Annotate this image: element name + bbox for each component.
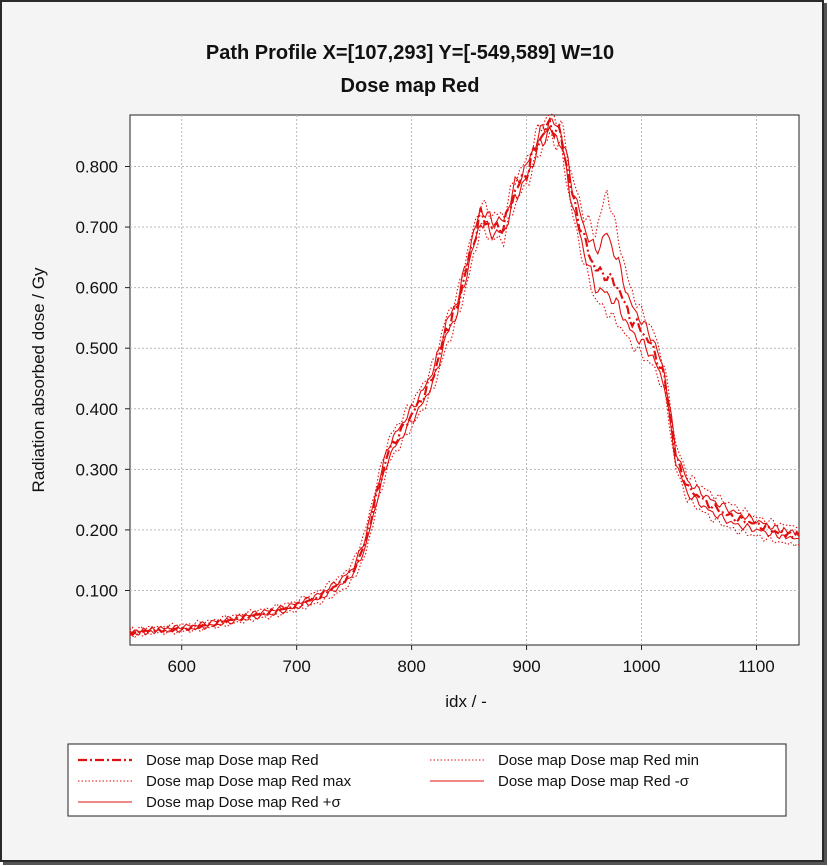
- y-tick-label: 0.800: [75, 157, 118, 176]
- series-group: [129, 113, 800, 639]
- x-ticks: 600 700 800 900 1000 1100: [168, 645, 775, 676]
- x-tick-label: 1100: [738, 657, 775, 676]
- x-tick-label: 600: [168, 657, 196, 676]
- y-ticks: 0.100 0.200 0.300 0.400 0.500 0.600 0.700 0.800: [75, 157, 130, 600]
- legend-entry: Dose map Dose map Red: [146, 752, 319, 769]
- y-tick-label: 0.700: [75, 218, 118, 237]
- x-tick-label: 1000: [623, 657, 661, 676]
- y-tick-label: 0.200: [75, 521, 118, 540]
- chart-subtitle: Dose map Red: [341, 75, 480, 97]
- plot-area: [129, 114, 800, 646]
- legend-entry: Dose map Dose map Red max: [146, 773, 352, 790]
- legend-entry: Dose map Dose map Red +σ: [146, 794, 342, 811]
- grid: [130, 115, 799, 645]
- y-tick-label: 0.300: [75, 460, 118, 479]
- series-line: [129, 131, 800, 639]
- y-tick-label: 0.600: [75, 279, 118, 298]
- x-tick-label: 800: [397, 657, 425, 676]
- series-line: [129, 125, 800, 637]
- x-tick-label: 700: [282, 657, 310, 676]
- y-axis-label: Radiation absorbed dose / Gy: [29, 267, 48, 492]
- y-tick-label: 0.100: [75, 581, 118, 600]
- series-line: [129, 118, 800, 634]
- legend-entry: Dose map Dose map Red -σ: [498, 773, 690, 790]
- chart-title: Path Profile X=[107,293] Y=[-549,589] W=…: [206, 42, 614, 64]
- legend-box: [67, 743, 787, 817]
- y-tick-label: 0.500: [75, 339, 118, 358]
- y-tick-label: 0.400: [75, 400, 118, 419]
- x-tick-label: 900: [512, 657, 540, 676]
- legend-entry: Dose map Dose map Red min: [498, 752, 699, 769]
- legend: Dose map Dose map Red Dose map Dose map R…: [78, 752, 699, 811]
- x-axis-label: idx / -: [445, 692, 487, 711]
